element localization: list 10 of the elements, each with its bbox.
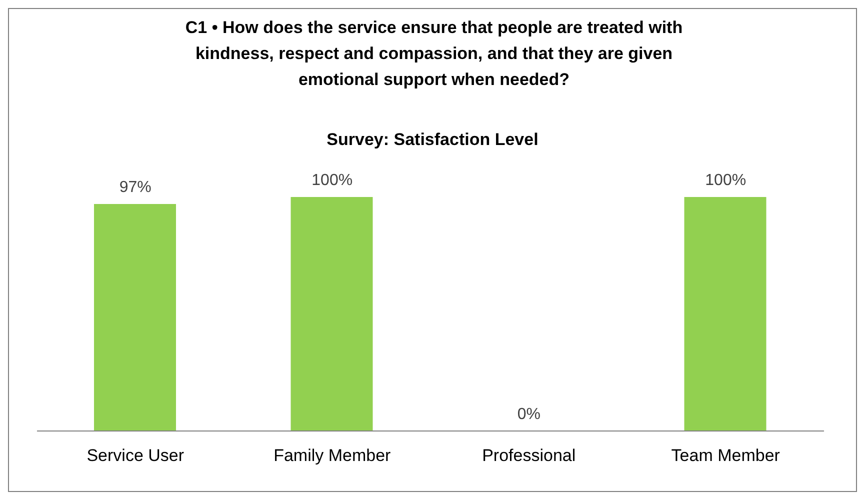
x-tick-label: Family Member bbox=[274, 446, 392, 466]
x-tick-label: Team Member bbox=[671, 446, 780, 466]
data-label: 0% bbox=[517, 406, 540, 423]
x-tick-label: Service User bbox=[86, 446, 184, 466]
data-label: 100% bbox=[312, 172, 353, 189]
chart-title: C1 • How does the service ensure that people are treated with kindness, respect and compassion, and that they are given emotional support when needed? bbox=[184, 17, 684, 91]
data-label: 97% bbox=[119, 179, 152, 196]
data-label: 100% bbox=[705, 172, 746, 189]
x-tick-label: Professional bbox=[482, 446, 576, 466]
chart-subtitle: Survey: Satisfaction Level bbox=[326, 130, 540, 150]
